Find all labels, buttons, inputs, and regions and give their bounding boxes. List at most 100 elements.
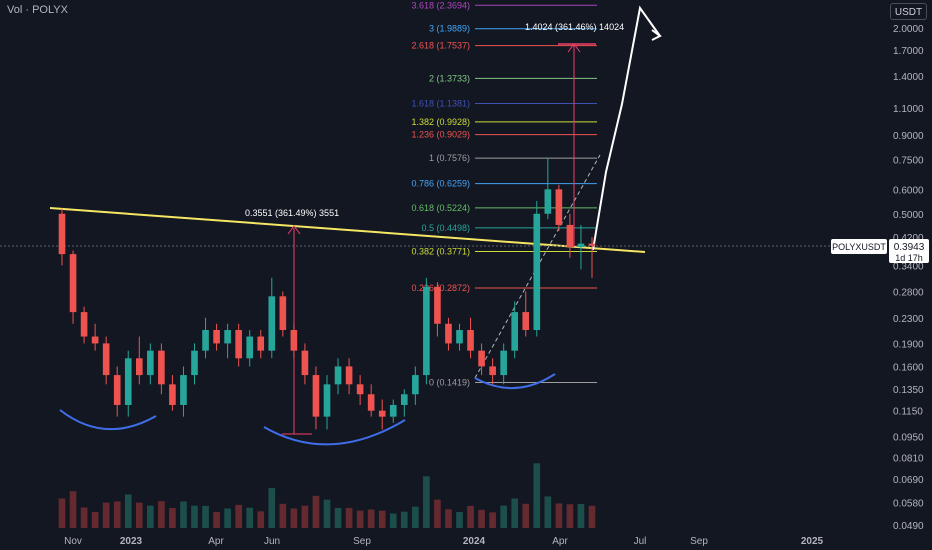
volume-bar — [290, 508, 298, 528]
volume-bar — [246, 507, 254, 528]
price-tag-countdown: 1d 17h — [895, 253, 923, 263]
candle-body — [456, 329, 463, 344]
candle-body — [566, 224, 574, 248]
price-tag-price: 0.3943 — [894, 242, 925, 253]
y-tick-label: 0.4200 — [893, 233, 924, 244]
candle-body — [577, 243, 585, 248]
fib-level-label: 0.382 (0.3771) — [411, 247, 470, 257]
y-tick-label: 1.1000 — [893, 104, 924, 115]
x-tick-label: Jun — [264, 536, 280, 547]
volume-bar — [268, 487, 276, 528]
x-tick-label: 2023 — [120, 536, 143, 547]
price-tag-price-bg — [889, 239, 929, 263]
candle-body — [169, 384, 176, 405]
volume-bar — [555, 503, 563, 528]
candle-body — [158, 350, 165, 385]
candle-body — [423, 286, 430, 376]
y-tick-label: 0.3400 — [893, 261, 924, 272]
fib-level-label: 1 (0.7576) — [429, 153, 470, 163]
candle-body — [102, 343, 110, 376]
fib-level-label: 2 (1.3733) — [429, 73, 470, 83]
fib-level-label: 1.618 (1.1381) — [411, 99, 470, 109]
price-tag: POLYXUSDT 0.3943 1d 17h — [831, 239, 929, 263]
fib-level-label: 0.786 (0.6259) — [411, 179, 470, 189]
volume-bar — [367, 509, 375, 528]
candle-body — [180, 375, 187, 405]
candle-body — [246, 336, 254, 359]
y-axis[interactable]: 2.0000 1.7000 1.4000 1.1000 0.9000 0.7500 0.60… — [893, 24, 924, 532]
price-tag-symbol-bg — [831, 239, 887, 254]
candle-body — [345, 366, 353, 385]
volume-bar — [312, 495, 320, 528]
candle-body — [544, 189, 552, 214]
projection-path — [592, 5, 661, 251]
candle-body — [334, 366, 342, 385]
volume-bar — [334, 507, 342, 528]
volume-bar — [345, 507, 353, 528]
candle-body — [279, 296, 287, 330]
candle-body — [356, 384, 364, 395]
y-tick-label: 0.1350 — [893, 385, 924, 396]
y-tick-label: 0.9000 — [893, 131, 924, 142]
volume-bar — [202, 505, 209, 528]
volume-bar — [511, 498, 519, 528]
volume-bar — [158, 501, 165, 528]
volume-bar — [478, 509, 485, 528]
volume-bar — [224, 508, 231, 528]
volume-bar — [58, 498, 66, 528]
volume-bar — [577, 504, 585, 528]
drawings — [0, 5, 888, 446]
volume-bar — [191, 505, 198, 528]
candle-body — [69, 254, 77, 313]
x-tick-label: Apr — [208, 536, 224, 547]
x-axis[interactable]: Nov 2023 Apr Jun Sep 2024 Apr Jul Sep 2025 — [64, 536, 823, 547]
fib-level-label: 1.382 (0.9928) — [411, 117, 470, 127]
fib-level-label: 0 (0.1419) — [429, 378, 470, 388]
candle-body — [290, 329, 298, 351]
resistance-trendline — [49, 207, 646, 253]
chart-header-title: Vol · POLYX — [7, 4, 68, 16]
volume-bar — [135, 502, 143, 528]
volume-bar — [522, 503, 530, 528]
candle-body — [257, 336, 265, 351]
candle-body — [478, 350, 485, 367]
volume-bar — [257, 511, 265, 528]
fib-retracement: 3.618 (2.3694) 3 (1.9889) 2.618 (1.7537) 2 … — [411, 0, 597, 388]
y-tick-label: 0.0580 — [893, 498, 924, 509]
volume-bar — [588, 505, 596, 528]
rounded-bottom-1 — [59, 409, 157, 431]
candle-body — [147, 350, 154, 376]
measure-label: 1.4024 (361.46%) 14024 — [525, 22, 624, 32]
x-tick-label: 2025 — [801, 536, 824, 547]
candle-body — [511, 312, 519, 351]
candle-body — [400, 394, 408, 405]
y-tick-label: 0.0810 — [893, 454, 924, 465]
candle-body — [522, 312, 530, 330]
fib-level-label: 3.618 (2.3694) — [411, 0, 470, 10]
volume-bar — [400, 511, 408, 528]
x-tick-label: Nov — [64, 536, 82, 547]
volume-bar — [456, 511, 463, 528]
candles — [58, 157, 596, 430]
volume-bars — [58, 463, 596, 528]
volume-bar — [423, 476, 430, 528]
volume-bar — [412, 506, 419, 528]
volume-bar — [235, 504, 242, 528]
candle-body — [235, 329, 242, 359]
currency-button[interactable]: USDT — [890, 3, 927, 20]
volume-bar — [279, 503, 287, 528]
volume-bar — [301, 505, 309, 528]
projection-arrowhead — [651, 29, 662, 41]
candle-body — [91, 336, 99, 344]
candle-body — [467, 329, 474, 351]
candle-body — [213, 329, 220, 344]
volume-bar — [102, 502, 110, 528]
y-tick-label: 1.7000 — [893, 46, 924, 57]
y-tick-label: 0.0690 — [893, 475, 924, 486]
volume-bar — [213, 511, 220, 528]
x-tick-label: Apr — [552, 536, 568, 547]
candle-body — [434, 286, 441, 324]
volume-bar — [533, 463, 541, 528]
candle-body — [268, 296, 276, 351]
